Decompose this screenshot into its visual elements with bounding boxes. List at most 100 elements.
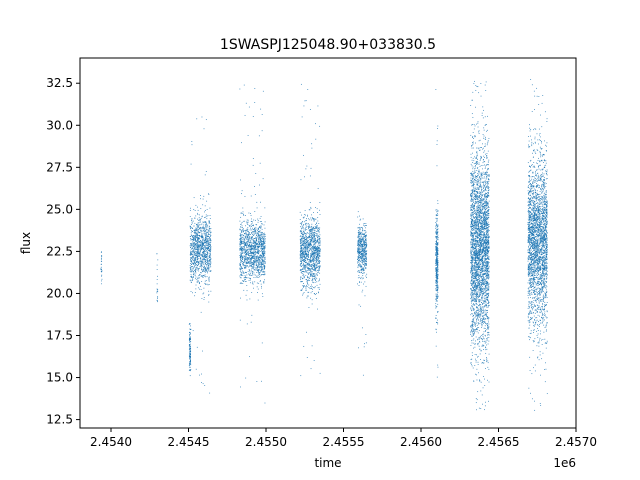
data-point	[203, 254, 205, 256]
data-point	[362, 267, 364, 269]
data-point	[485, 287, 487, 289]
data-point	[486, 246, 488, 248]
data-point	[436, 278, 438, 280]
data-point	[189, 332, 191, 333]
data-point	[302, 271, 304, 272]
data-point	[319, 255, 321, 257]
data-point	[188, 349, 190, 350]
data-point	[257, 276, 258, 278]
data-point	[306, 295, 308, 297]
data-point	[248, 243, 250, 245]
data-point	[240, 269, 242, 270]
data-point	[435, 223, 437, 225]
data-point	[193, 266, 195, 268]
data-point	[204, 221, 206, 222]
data-point	[194, 235, 196, 237]
data-point	[252, 253, 254, 255]
data-point	[202, 255, 204, 257]
data-point	[362, 374, 364, 376]
data-point	[359, 244, 361, 246]
data-point	[314, 227, 316, 229]
data-point	[305, 247, 307, 249]
data-point	[246, 259, 248, 260]
data-point	[300, 276, 302, 278]
data-point	[300, 231, 302, 233]
data-point	[311, 227, 313, 229]
data-point	[247, 262, 249, 264]
data-point	[437, 239, 439, 241]
data-point	[203, 287, 205, 289]
data-point	[189, 361, 191, 363]
data-point	[190, 332, 191, 334]
data-point	[199, 253, 200, 255]
data-point	[200, 226, 201, 228]
data-point	[194, 249, 196, 251]
data-point	[240, 239, 241, 241]
data-point	[361, 239, 363, 240]
data-point	[196, 240, 198, 242]
data-point	[316, 252, 318, 253]
data-point	[300, 247, 302, 249]
data-point	[190, 239, 192, 241]
data-point	[190, 234, 192, 236]
data-point	[305, 233, 307, 234]
data-point	[194, 260, 196, 262]
data-point	[364, 244, 366, 245]
data-point	[361, 231, 363, 233]
data-point	[205, 119, 207, 121]
data-point	[205, 269, 206, 271]
data-point	[245, 249, 247, 251]
data-point	[259, 184, 260, 186]
data-point	[258, 266, 260, 268]
data-point	[319, 234, 321, 236]
data-point	[309, 230, 310, 231]
data-point	[308, 253, 309, 255]
data-point	[254, 219, 256, 221]
data-point	[303, 237, 305, 239]
data-point	[255, 248, 256, 250]
data-point	[198, 256, 200, 257]
data-point	[203, 258, 205, 260]
data-point	[312, 235, 313, 237]
data-point	[261, 251, 263, 253]
data-point	[197, 222, 199, 224]
data-point	[302, 236, 304, 237]
data-point	[245, 252, 247, 254]
data-point	[196, 230, 198, 231]
data-point	[241, 193, 242, 195]
data-point	[303, 271, 305, 273]
data-point	[253, 272, 255, 274]
data-point	[198, 283, 200, 285]
data-point	[305, 227, 306, 229]
data-point	[317, 259, 318, 261]
data-point	[206, 240, 208, 242]
data-point	[257, 245, 259, 247]
data-point	[207, 193, 209, 195]
data-point	[307, 246, 308, 248]
data-point	[191, 221, 193, 223]
data-point	[261, 237, 263, 238]
data-point	[303, 274, 305, 276]
data-point	[193, 250, 195, 251]
data-point	[309, 272, 311, 274]
data-point	[202, 276, 204, 278]
data-point	[311, 287, 313, 289]
data-point	[239, 275, 241, 277]
data-point	[319, 238, 321, 239]
data-point	[310, 265, 312, 267]
data-point	[436, 271, 438, 273]
data-point	[311, 219, 312, 221]
data-point	[358, 242, 360, 243]
data-point	[436, 274, 438, 276]
data-point	[244, 249, 246, 251]
data-point	[190, 348, 191, 350]
data-point	[207, 264, 209, 266]
data-point	[303, 228, 305, 230]
data-point	[257, 233, 259, 234]
data-point	[301, 270, 303, 272]
data-point	[319, 240, 321, 242]
data-point	[251, 236, 253, 237]
data-point	[300, 269, 302, 271]
data-point	[362, 245, 364, 247]
data-point	[258, 265, 260, 267]
